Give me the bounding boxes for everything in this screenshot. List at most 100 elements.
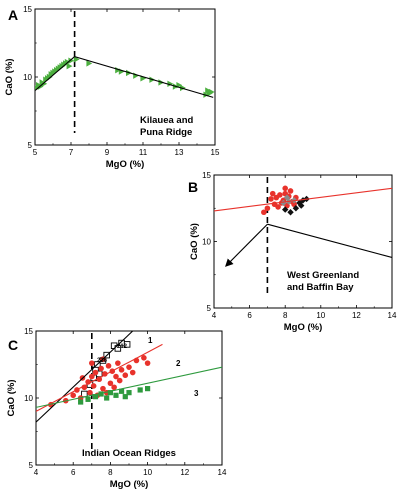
data-point xyxy=(116,377,123,384)
data-point xyxy=(261,209,267,216)
data-point xyxy=(86,60,93,67)
data-point xyxy=(129,369,136,376)
data-point xyxy=(208,88,215,96)
panel-a: A 5 7 9 11 13 15 5 10 15 MgO (%) CaO (%) Kilauea and… xyxy=(4,5,220,170)
y-tick-label: 15 xyxy=(24,327,33,336)
data-point xyxy=(66,62,73,70)
x-axis-label: MgO (%) xyxy=(106,159,145,170)
data-point xyxy=(269,190,276,197)
data-point xyxy=(141,355,147,361)
data-point xyxy=(144,360,151,366)
x-tick-label: 12 xyxy=(352,311,361,320)
y-tick-label: 10 xyxy=(202,238,211,247)
data-point xyxy=(113,373,119,380)
trend-line-2 xyxy=(36,366,222,408)
panel-annotation: Kilauea and xyxy=(140,115,194,126)
data-point xyxy=(126,390,132,396)
y-axis-label: CaO (%) xyxy=(4,59,15,96)
data-point xyxy=(275,204,281,210)
data-point xyxy=(41,80,48,87)
x-tick-label: 14 xyxy=(388,311,397,320)
trend-line-0 xyxy=(35,55,214,98)
x-tick-label: 14 xyxy=(218,468,227,477)
panel-annotation: Puna Ridge xyxy=(140,127,192,138)
data-point xyxy=(87,389,93,396)
x-tick-label: 10 xyxy=(143,468,152,477)
x-tick-label: 10 xyxy=(316,311,325,320)
data-point xyxy=(118,388,125,394)
x-tick-label: 8 xyxy=(108,468,113,477)
x-tick-label: 9 xyxy=(105,148,110,157)
data-point xyxy=(180,84,186,92)
data-point xyxy=(122,372,129,379)
data-point xyxy=(264,205,271,212)
trend-line-label: 1 xyxy=(148,336,153,345)
x-tick-label: 5 xyxy=(33,148,38,157)
panel-annotation: and Baffin Bay xyxy=(287,282,354,293)
plot-frame xyxy=(35,330,223,466)
data-point xyxy=(137,387,143,393)
data-point xyxy=(292,205,300,212)
sample-label: 212 xyxy=(117,344,128,350)
panel-letter: B xyxy=(188,179,198,195)
panel-annotation: Indian Ocean Ridges xyxy=(82,448,176,459)
y-axis-label: CaO (%) xyxy=(6,380,17,417)
data-point xyxy=(111,384,117,391)
series-0 xyxy=(35,56,215,98)
x-axis-label: MgO (%) xyxy=(110,479,149,490)
y-tick-label: 5 xyxy=(29,461,34,470)
panel-annotation: West Greenland xyxy=(287,270,359,281)
data-point xyxy=(85,396,91,402)
data-point xyxy=(37,83,44,90)
data-point xyxy=(89,360,95,366)
data-point xyxy=(123,341,131,348)
data-point xyxy=(105,363,112,369)
panel-letter: A xyxy=(8,7,18,23)
data-point xyxy=(115,360,121,366)
x-tick-label: 6 xyxy=(247,311,252,320)
trend-line-label: 2 xyxy=(176,359,181,368)
y-tick-label: 15 xyxy=(23,5,32,14)
x-tick-label: 6 xyxy=(71,468,76,477)
data-point xyxy=(283,194,291,201)
data-point xyxy=(100,385,106,392)
data-point xyxy=(287,188,294,194)
data-point xyxy=(90,383,97,389)
x-tick-label: 8 xyxy=(283,311,288,320)
panel-letter: C xyxy=(8,337,18,353)
x-tick-label: 13 xyxy=(175,148,184,157)
data-point xyxy=(107,380,114,387)
data-point xyxy=(298,202,305,209)
data-point xyxy=(167,80,174,87)
x-tick-label: 11 xyxy=(139,148,148,157)
x-tick-label: 4 xyxy=(212,311,217,320)
y-axis-label: CaO (%) xyxy=(189,223,200,260)
plot-area xyxy=(36,331,222,453)
data-point xyxy=(98,391,104,397)
data-point xyxy=(118,367,125,373)
data-point xyxy=(104,395,110,401)
data-point xyxy=(268,196,274,202)
data-point xyxy=(287,209,294,216)
trend-line-1 xyxy=(267,223,392,258)
data-point xyxy=(92,394,99,400)
sample-label: 236 xyxy=(97,358,108,364)
data-point xyxy=(205,87,211,94)
y-tick-label: 5 xyxy=(28,141,33,150)
x-axis-label: MgO (%) xyxy=(284,322,323,333)
plot-area xyxy=(35,11,215,133)
data-point xyxy=(78,399,84,405)
data-point xyxy=(73,56,80,63)
data-point xyxy=(81,384,88,391)
y-tick-label: 15 xyxy=(202,171,211,180)
data-point xyxy=(203,91,210,98)
trend-line-label: 3 xyxy=(194,389,199,398)
y-tick-label: 10 xyxy=(24,394,33,403)
data-point xyxy=(68,57,75,64)
data-point xyxy=(92,369,99,376)
data-point xyxy=(98,365,104,372)
data-point xyxy=(126,364,132,370)
x-tick-label: 4 xyxy=(34,468,39,477)
